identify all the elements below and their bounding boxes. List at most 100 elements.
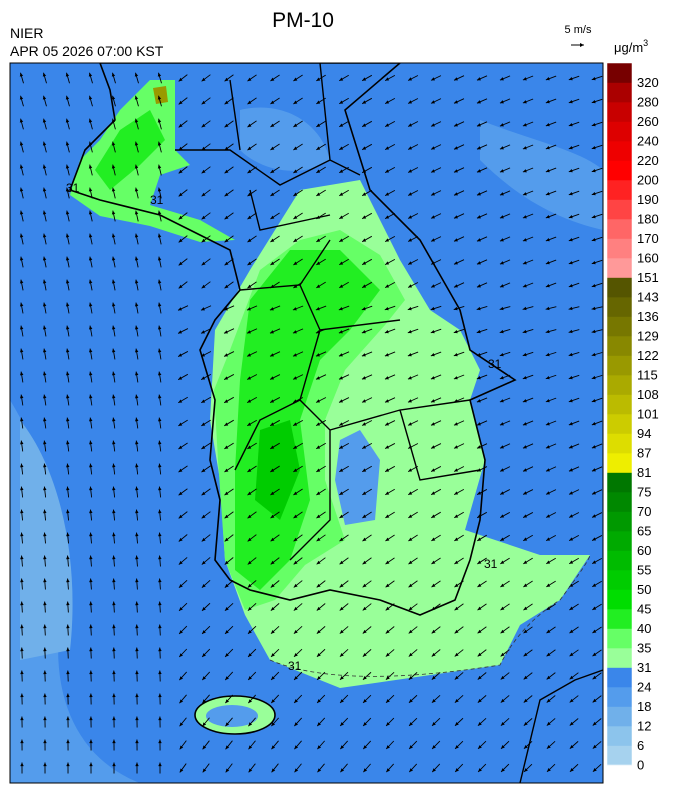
wind-arrow-head — [135, 601, 139, 606]
wind-arrow-head — [201, 330, 206, 334]
wind-arrow-head — [112, 532, 116, 537]
wind-arrow-head — [135, 762, 139, 767]
wind-arrow-head — [294, 699, 298, 703]
wind-arrow-head — [225, 630, 229, 634]
wind-arrow-head — [158, 555, 162, 560]
colorbar-box — [607, 667, 632, 688]
wind-arrow-head — [43, 463, 47, 468]
wind-arrow-head — [247, 514, 252, 519]
colorbar-label: 6 — [637, 738, 644, 753]
wind-arrow-head — [477, 722, 482, 726]
wind-arrow-head — [270, 238, 275, 243]
wind-arrow-head — [178, 215, 183, 220]
wind-arrow-head — [66, 624, 70, 629]
wind-arrow-head — [430, 306, 435, 311]
wind-arrow-head — [178, 399, 183, 403]
wind-arrow-head — [158, 739, 162, 744]
wind-arrow-head — [592, 652, 597, 657]
wind-arrow-head — [65, 72, 70, 77]
wind-arrow-head — [270, 77, 275, 82]
wind-arrow-head — [339, 514, 344, 519]
wind-arrow-head — [408, 629, 413, 634]
wind-arrow-head — [385, 606, 390, 611]
colorbar-box — [607, 531, 632, 551]
wind-arrow-head — [157, 118, 162, 123]
wind-arrow-head — [88, 95, 93, 100]
wind-arrow-head — [134, 256, 139, 261]
wind-arrow-head — [545, 422, 550, 426]
wind-arrow-head — [43, 670, 47, 675]
wind-arrow-head — [339, 238, 344, 242]
wind-arrow-head — [224, 284, 229, 289]
wind-arrow-head — [477, 606, 482, 611]
wind-arrow-head — [66, 555, 70, 560]
wind-arrow-head — [247, 560, 252, 565]
colorbar-label: 55 — [637, 563, 651, 578]
wind-arrow-head — [178, 560, 183, 565]
wind-arrow-head — [200, 307, 205, 311]
wind-arrow-head — [361, 330, 366, 334]
contour-label: 31 — [288, 659, 302, 673]
wind-arrow-head — [271, 699, 275, 704]
colorbar-label: 0 — [637, 758, 644, 773]
wind-arrow-head — [43, 762, 47, 767]
wind-arrow-head — [158, 486, 162, 491]
wind-arrow-head — [569, 514, 574, 518]
border — [175, 63, 361, 231]
wind-arrow-head — [454, 468, 459, 472]
pm-area — [153, 86, 168, 104]
wind-arrow-head — [270, 192, 275, 197]
wind-arrow-head — [43, 440, 47, 445]
wind-arrow-head — [339, 445, 344, 449]
wind-arrow-head — [592, 537, 597, 541]
wind-arrow-head — [545, 375, 550, 380]
wind-arrow-head — [201, 261, 206, 266]
wind-arrow-head — [112, 578, 116, 583]
wind-arrow-head — [385, 146, 390, 150]
wind-arrow-head — [408, 422, 413, 426]
wind-arrow-head — [224, 123, 229, 128]
wind-arrow-head — [454, 238, 459, 242]
wind-arrow-head — [201, 468, 206, 473]
wind-arrow-head — [247, 77, 252, 82]
wind-arrow-head — [501, 768, 505, 772]
wind-arrow-head — [431, 169, 436, 173]
wind-arrow-head — [19, 348, 24, 353]
wind-arrow-head — [569, 491, 574, 495]
pm-area — [335, 430, 380, 525]
unit-base: μg/m — [614, 40, 643, 55]
wind-arrow-head — [247, 468, 252, 472]
wind-arrow-head — [135, 716, 139, 721]
wind-arrow-head — [384, 376, 389, 380]
wind-arrow-head — [568, 99, 573, 104]
wind-arrow-head — [247, 146, 252, 151]
wind-arrow-head — [179, 607, 183, 611]
wind-arrow-head — [339, 537, 344, 542]
wind-arrow-head — [178, 123, 183, 128]
wind-arrow-head — [111, 371, 116, 376]
wind-arrow-head — [500, 745, 505, 749]
wind-arrow-head — [339, 123, 344, 127]
wind-arrow-head — [201, 560, 206, 565]
wind-arrow-head — [454, 583, 459, 588]
wind-arrow-head — [568, 260, 573, 265]
wind-arrow-head — [592, 698, 597, 703]
wind-arrow-head — [568, 398, 573, 403]
wind-arrow-head — [408, 606, 413, 611]
colorbar-label: 190 — [637, 192, 659, 207]
wind-arrow-head — [523, 629, 528, 634]
wind-arrow-head — [316, 445, 321, 449]
wind-arrow-head — [362, 491, 367, 495]
colorbar-label: 160 — [637, 251, 659, 266]
wind-arrow-head — [89, 555, 93, 560]
wind-arrow-head — [111, 164, 116, 169]
wind-arrow-head — [454, 698, 459, 703]
wind-arrow-head — [112, 739, 116, 744]
wind-arrow-head — [545, 169, 550, 173]
wind-arrow-head — [432, 768, 436, 773]
title: PM-10 — [272, 9, 334, 32]
wind-arrow-head — [568, 145, 573, 150]
wind-arrow-head — [134, 348, 139, 353]
wind-arrow-head — [88, 187, 93, 192]
